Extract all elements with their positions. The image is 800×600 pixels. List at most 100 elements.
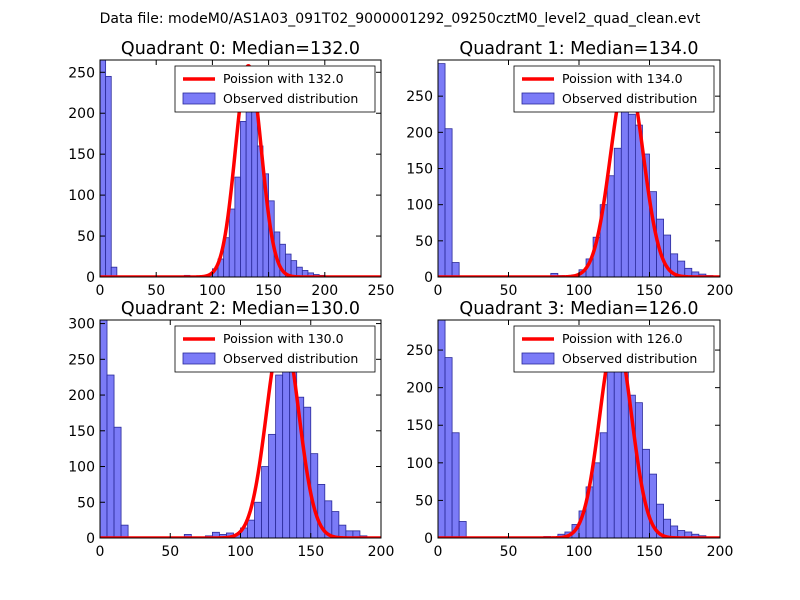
histogram-bar [444,128,453,277]
histogram-bar [100,320,108,538]
axes-frame [99,59,382,278]
y-tick-label: 250 [68,65,95,81]
legend-label-curve: Poission with 132.0 [223,71,344,86]
x-tick-label: 150 [255,283,282,299]
histogram-bar [627,113,636,277]
y-tick-label: 150 [406,162,433,178]
y-tick-label: 50 [415,234,433,250]
legend: Poission with 126.0 Observed distribution [513,325,715,373]
panels: 0 50 100 150 200 250 0 50 100 150 200 250 Quadrant 0… [68,39,733,560]
histogram-bar [100,60,107,277]
legend-label-bars: Observed distribution [223,91,358,106]
x-tick-label: 100 [227,544,254,560]
y-tick-label: 200 [68,106,95,122]
histogram-bar [234,176,241,277]
histogram-bars [100,60,331,277]
legend-label-curve: Poission with 126.0 [562,331,683,346]
histogram-bars [100,320,368,538]
x-tick-label: 200 [368,544,395,560]
panel-title: Quadrant 3: Median=126.0 [459,299,698,319]
histogram-bar [106,374,115,538]
x-tick-label: 0 [434,283,443,299]
y-tick-label: 150 [68,424,95,440]
y-tick-label: 100 [406,198,433,214]
histogram-bar [254,501,262,538]
panel-quadrant-1: 0 50 100 150 200 0 50 100 150 200 250 Quadrant 1: M… [406,39,733,299]
y-tick-label: 250 [68,352,95,368]
histogram-bar [438,320,446,538]
histogram-bar [247,519,255,538]
histogram-bars [438,320,707,538]
x-tick-label: 0 [96,283,105,299]
legend-label-curve: Poission with 134.0 [562,71,683,86]
x-tick-label: 200 [707,283,734,299]
legend-label-curve: Poission with 130.0 [223,331,344,346]
legend-label-bars: Observed distribution [223,351,358,366]
histogram-bar [451,432,460,538]
x-tick-label: 200 [707,544,734,560]
histogram-bar [120,524,129,538]
histogram-bar [261,466,270,538]
y-tick-label: 100 [406,456,433,472]
panel-title: Quadrant 0: Median=132.0 [121,39,360,59]
histogram-bar [240,121,247,277]
x-tick-label: 50 [147,283,165,299]
legend-bar-swatch [182,352,216,365]
y-tick-label: 0 [86,270,95,286]
histogram-bar [251,96,258,277]
legend-label-bars: Observed distribution [562,91,697,106]
histogram-bar [352,530,361,538]
x-tick-label: 150 [636,283,663,299]
histogram-bar [606,175,615,277]
histogram-bar [620,103,629,277]
y-tick-label: 0 [424,270,433,286]
x-tick-label: 50 [500,283,518,299]
panel-title: Quadrant 1: Median=134.0 [459,39,698,59]
histogram-bar [228,208,236,277]
figure-title: Data file: modeM0/AS1A03_091T02_90000012… [100,11,701,27]
histogram-bar [331,511,340,538]
histogram-bar [245,84,253,277]
x-tick-label: 100 [566,544,593,560]
y-tick-label: 200 [406,125,433,141]
x-tick-label: 200 [311,283,338,299]
x-tick-label: 250 [368,283,395,299]
x-tick-label: 0 [434,544,443,560]
panel-quadrant-0: 0 50 100 150 200 250 0 50 100 150 200 250 Quadrant 0… [68,39,394,299]
y-tick-label: 300 [68,317,95,333]
poisson-curve [100,327,381,538]
panel-quadrant-2: 0 50 100 150 200 0 50 100 150 200 250 300 Quadrant 2… [68,299,394,560]
histogram-bar [606,364,615,538]
y-tick-label: 100 [68,460,95,476]
legend: Poission with 132.0 Observed distribution [174,65,376,113]
histogram-bar [105,75,112,277]
y-tick-label: 150 [406,418,433,434]
x-tick-label: 100 [566,283,593,299]
legend-bar-swatch [521,92,555,105]
histogram-bar [592,462,601,538]
y-tick-label: 0 [86,531,95,547]
x-tick-label: 50 [161,544,179,560]
panel-title: Quadrant 2: Median=130.0 [121,299,360,319]
panel-quadrant-3: 0 50 100 150 200 0 50 100 150 200 250 Quadrant 3: M… [406,299,733,560]
legend: Poission with 130.0 Observed distribution [174,325,376,373]
legend-bar-swatch [521,352,555,365]
histogram-bar [599,432,608,538]
legend-bar-swatch [182,92,216,105]
histogram-bar [451,262,460,277]
histogram-bar [438,63,446,277]
legend-label-bars: Observed distribution [562,351,697,366]
y-tick-label: 250 [406,343,433,359]
legend: Poission with 134.0 Observed distribution [513,65,715,113]
histogram-bar [613,147,622,277]
y-tick-label: 150 [68,147,95,163]
y-tick-label: 50 [77,495,95,511]
histogram-bar [268,433,277,538]
x-tick-label: 150 [297,544,324,560]
x-tick-label: 50 [500,544,518,560]
x-tick-label: 150 [636,544,663,560]
histogram-bar [458,521,467,538]
histogram-bar [113,426,122,538]
histogram-bar [282,355,291,538]
